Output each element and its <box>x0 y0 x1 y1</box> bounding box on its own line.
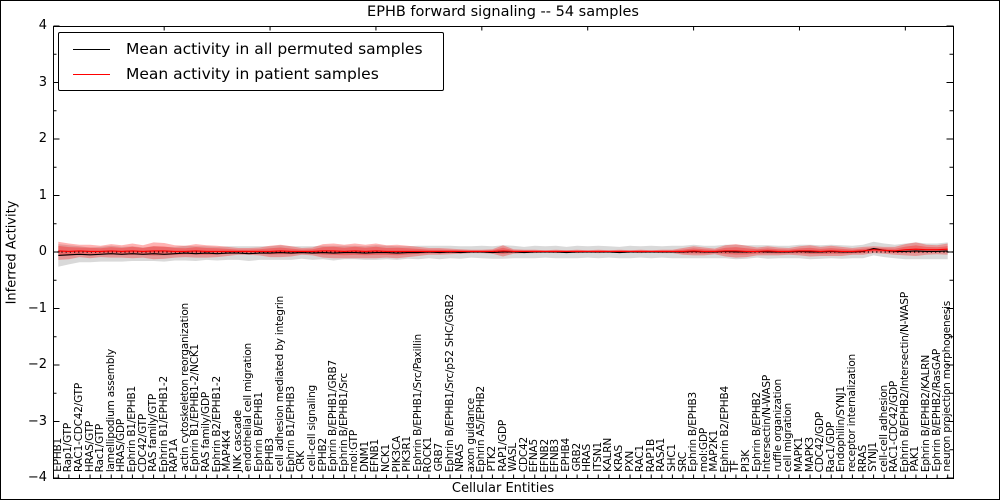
x-tick-label: neuron projection morphogenesis <box>941 301 954 472</box>
x-axis-label: Cellular Entities <box>451 481 555 496</box>
x-tick-label: RAC1-CDC42/GTP <box>72 382 85 472</box>
x-tick-label: SHC1 <box>665 444 678 472</box>
chart-title: EPHB forward signaling -- 54 samples <box>367 4 639 20</box>
x-tick-label: cell-cell signaling <box>305 385 318 472</box>
x-tick-label: PTK2 <box>485 446 498 472</box>
y-tick-label: −4 <box>27 470 47 485</box>
x-tick-label: KRAS <box>612 445 625 472</box>
legend-line-permuted <box>73 48 110 50</box>
y-tick-label: 4 <box>38 18 47 33</box>
y-tick-label: 3 <box>38 74 47 90</box>
y-tick-label: −3 <box>27 413 47 429</box>
x-tick-label: MAPK1 <box>792 436 805 472</box>
x-tick-label: GRB7 <box>432 443 445 472</box>
legend-item: Mean activity in all permuted samples <box>73 40 427 58</box>
y-tick-label: −1 <box>27 300 47 316</box>
x-tick-label: Ephrin B1/EPHB1 <box>125 385 138 472</box>
x-tick-label: Ephrin B2/EPHB4 <box>718 385 731 472</box>
legend-item: Mean activity in patient samples <box>73 65 427 83</box>
x-tick-label: Ephrin B/EPHB1 <box>252 392 265 472</box>
legend-label: Mean activity in patient samples <box>126 65 379 83</box>
y-tick-label: 2 <box>38 131 47 146</box>
y-tick-label: 0 <box>38 244 47 259</box>
x-tick-label: Ephrin B/EPHB2/Intersectin/N-WASP <box>898 291 911 472</box>
legend-label: Mean activity in all permuted samples <box>126 40 423 58</box>
y-tick-label: 1 <box>38 187 47 203</box>
x-tick-label: receptor internalization <box>845 353 858 472</box>
legend: Mean activity in all permuted samples Me… <box>58 32 444 91</box>
legend-line-patient <box>73 73 110 75</box>
y-tick-label: −2 <box>27 357 47 372</box>
